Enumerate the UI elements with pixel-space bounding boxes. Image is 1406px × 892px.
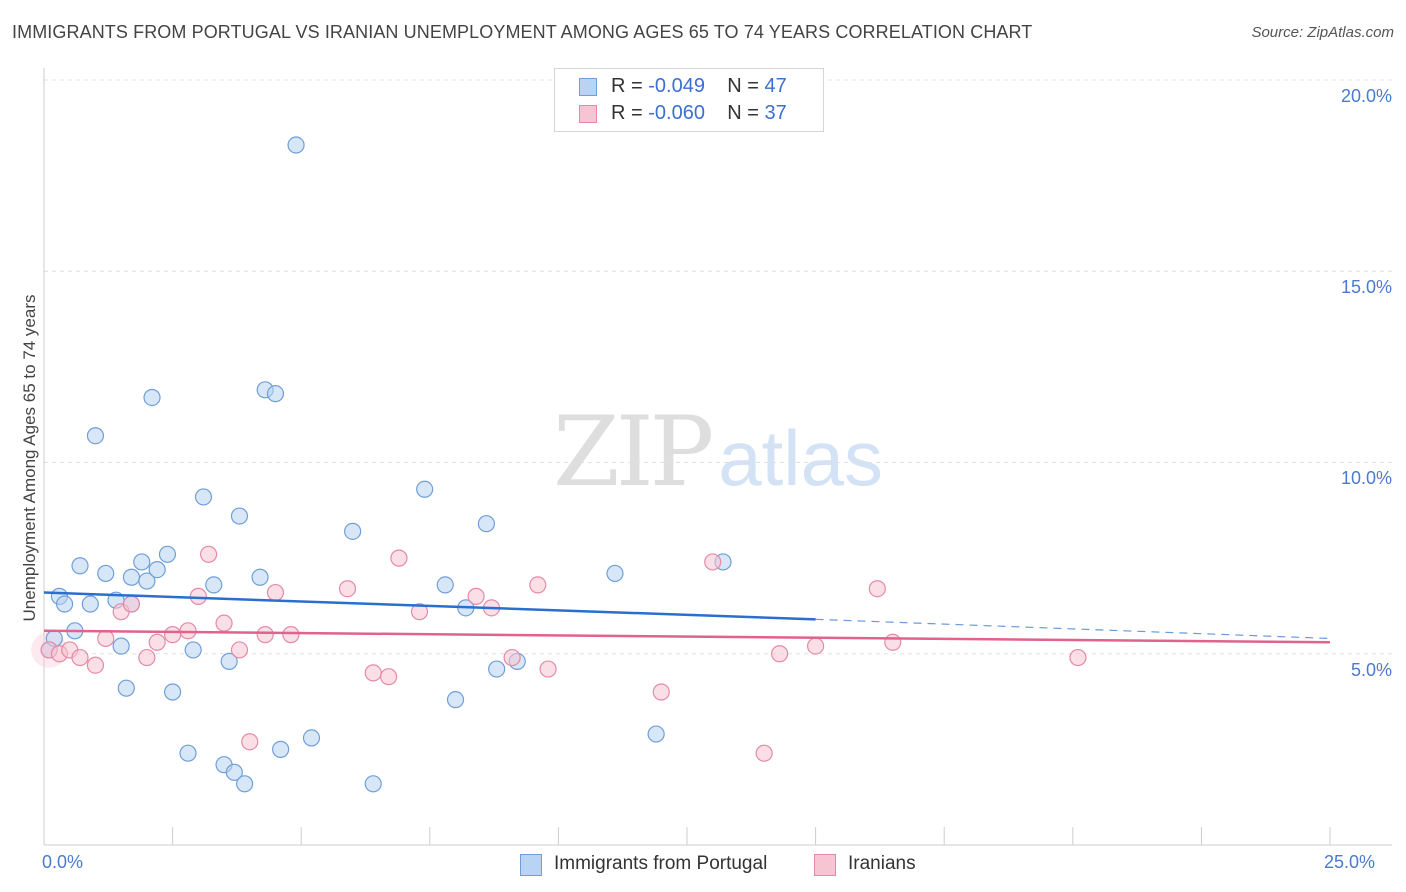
data-point-portugal (230, 507, 249, 525)
data-point-iranians (189, 587, 207, 605)
data-point-iranians (652, 683, 670, 701)
legend-swatch-portugal (579, 78, 597, 96)
y-tick-label-20: 20.0% (1340, 86, 1392, 106)
legend-r-label: R = (611, 75, 649, 97)
data-point-iranians (390, 549, 408, 567)
legend-n-value-iranians: 37 (764, 102, 787, 124)
data-point-iranians (256, 626, 274, 644)
data-point-iranians (755, 744, 773, 762)
chart-title: IMMIGRANTS FROM PORTUGAL VS IRANIAN UNEM… (12, 22, 1033, 42)
trend-line-portugal (43, 591, 816, 621)
data-point-portugal (287, 136, 305, 154)
data-point-iranians (266, 583, 285, 602)
data-point-iranians (230, 641, 249, 659)
data-point-iranians (164, 626, 182, 644)
bottom-legend-swatch-iranians (814, 854, 836, 876)
data-point-portugal (251, 568, 269, 586)
bottom-legend-label-portugal: Immigrants from Portugal (554, 853, 768, 874)
data-point-iranians (467, 587, 485, 605)
trend-line-extension-portugal (815, 618, 1331, 640)
data-point-iranians (200, 545, 218, 563)
data-point-portugal (364, 775, 382, 793)
legend-r-value-portugal: -0.049 (648, 75, 705, 97)
data-point-portugal (606, 564, 624, 583)
data-point-portugal (158, 545, 177, 563)
data-point-portugal (416, 480, 434, 498)
x-tick-label-0: 0.0% (42, 852, 84, 872)
data-point-portugal (488, 660, 506, 678)
y-tick-label-10: 10.0% (1340, 468, 1392, 488)
data-point-iranians (380, 668, 398, 686)
data-point-portugal (148, 560, 166, 579)
data-point-portugal (272, 740, 290, 758)
data-point-iranians (410, 603, 429, 621)
data-point-iranians (704, 553, 722, 571)
legend-r-value-iranians: -0.060 (648, 102, 705, 124)
data-point-portugal (477, 515, 495, 533)
legend-n-label: N = (727, 102, 765, 124)
data-point-portugal (302, 729, 321, 747)
bottom-legend-swatch-portugal (520, 854, 542, 876)
data-point-portugal (122, 568, 141, 586)
data-point-iranians (770, 645, 789, 663)
data-point-portugal (205, 576, 223, 594)
legend-n-value-portugal: 47 (764, 75, 787, 97)
data-point-iranians (86, 656, 105, 674)
data-point-portugal (86, 427, 105, 445)
data-point-portugal (164, 683, 182, 701)
data-point-portugal (71, 557, 89, 575)
data-point-iranians (138, 648, 156, 667)
data-point-iranians (97, 629, 115, 648)
data-point-iranians (71, 648, 89, 667)
trend-line-iranians (43, 629, 1331, 644)
data-point-portugal (647, 725, 665, 743)
data-point-iranians (539, 660, 557, 678)
data-point-portugal (236, 775, 254, 793)
data-point-iranians (215, 614, 233, 632)
data-point-iranians (884, 633, 902, 651)
data-point-iranians (338, 580, 357, 598)
data-point-iranians (868, 580, 886, 598)
data-point-portugal (225, 763, 243, 781)
data-point-iranians (503, 648, 521, 667)
data-point-portugal (266, 385, 285, 403)
data-point-portugal (112, 637, 130, 655)
data-point-portugal (184, 641, 202, 659)
data-point-portugal (133, 553, 151, 571)
correlation-legend: R = -0.049 N = 47 R = -0.060 N = 37 (554, 68, 824, 132)
legend-r-label: R = (611, 102, 649, 124)
y-tick-label-5: 5.0% (1350, 660, 1392, 680)
data-point-portugal (81, 595, 99, 613)
data-point-portugal (55, 595, 74, 613)
data-point-iranians (148, 633, 166, 651)
data-point-iranians (122, 595, 141, 613)
data-point-iranians (529, 576, 547, 594)
data-point-iranians (1069, 648, 1087, 667)
legend-n-label: N = (727, 75, 765, 97)
data-point-iranians (282, 626, 300, 644)
x-tick-label-25: 25.0% (1324, 852, 1376, 872)
data-point-portugal (179, 744, 197, 762)
data-point-portugal (138, 572, 156, 590)
data-point-portugal (194, 488, 213, 506)
data-point-portugal (436, 576, 454, 594)
data-point-portugal (97, 564, 115, 583)
data-point-portugal (220, 652, 238, 671)
legend-swatch-iranians (579, 105, 597, 123)
data-point-portugal (344, 522, 362, 540)
data-point-iranians (364, 664, 382, 682)
bottom-legend-label-iranians: Iranians (848, 853, 916, 874)
data-point-iranians (241, 733, 259, 751)
chart-source: Source: ZipAtlas.com (1251, 24, 1394, 41)
data-point-portugal (143, 388, 161, 407)
data-point-iranians (806, 637, 825, 655)
data-point-portugal (117, 679, 135, 697)
data-point-portugal (446, 691, 465, 709)
y-tick-label-15: 15.0% (1340, 277, 1392, 297)
